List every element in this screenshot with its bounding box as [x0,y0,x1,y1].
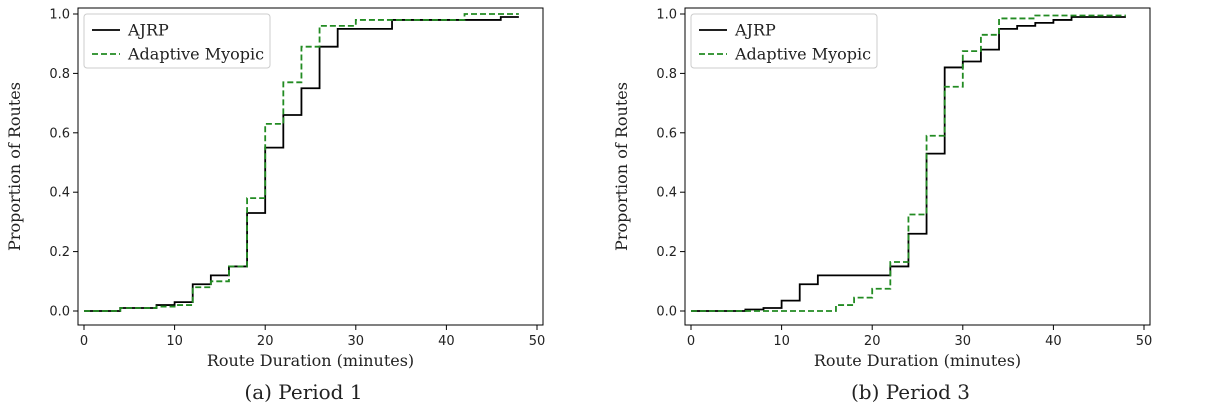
plot-frame [77,7,544,326]
chart-period-3: 0 10 20 30 40 50 0.0 0.2 0.4 0.6 0.8 1.0 Route Durat… [612,7,1153,370]
x-tick-label: 10 [773,334,790,349]
x-tick-label: 20 [257,334,274,349]
y-tick-label: 0.8 [49,67,70,82]
x-tick-label: 30 [955,334,972,349]
plot-frame [684,7,1151,326]
legend-label: Adaptive Myopic [734,45,871,64]
x-tick-label: 40 [438,334,455,349]
series-line-ajrp [691,16,1126,312]
x-tick-label: 30 [348,334,365,349]
y-tick-label: 0.2 [656,245,677,260]
x-tick-label: 20 [864,334,881,349]
series-line-ajrp [84,16,519,312]
series-line-adaptive-myopic [84,13,519,312]
y-tick-label: 0.6 [49,126,70,141]
caption-period-3: (b) Period 3 [850,380,971,404]
y-tick-label: 0.0 [656,305,677,320]
y-tick-label: 0.4 [49,186,70,201]
chart-period-1: 0 10 20 30 40 50 0.0 0.2 0.4 0.6 0.8 1.0 Route Durat… [5,7,546,370]
x-tick-label: 0 [80,334,88,349]
x-tick-label: 50 [1136,334,1153,349]
x-tick-label: 0 [687,334,695,349]
y-tick-label: 0.4 [656,186,677,201]
chart-panel-period-1: 0 10 20 30 40 50 0.0 0.2 0.4 0.6 0.8 1.0 Route Durat… [0,0,607,418]
y-axis-label: Proportion of Routes [612,82,631,251]
y-axis-label: Proportion of Routes [5,82,24,251]
y-tick-label: 0.6 [656,126,677,141]
legend-label: Adaptive Myopic [127,45,264,64]
legend-box [690,13,878,69]
x-axis-label: Route Duration (minutes) [207,351,414,370]
x-tick-label: 40 [1045,334,1062,349]
chart-panel-period-3: 0 10 20 30 40 50 0.0 0.2 0.4 0.6 0.8 1.0 Route Durat… [607,0,1214,418]
y-tick-label: 1.0 [49,8,70,23]
x-tick-label: 50 [529,334,546,349]
legend-label: AJRP [734,21,776,40]
y-tick-label: 0.0 [49,305,70,320]
caption-period-1: (a) Period 1 [244,380,363,404]
x-axis-label: Route Duration (minutes) [814,351,1021,370]
y-tick-label: 0.2 [49,245,70,260]
y-tick-label: 1.0 [656,8,677,23]
x-tick-label: 10 [166,334,183,349]
legend-box [83,13,271,69]
y-tick-label: 0.8 [656,67,677,82]
legend-label: AJRP [127,21,169,40]
